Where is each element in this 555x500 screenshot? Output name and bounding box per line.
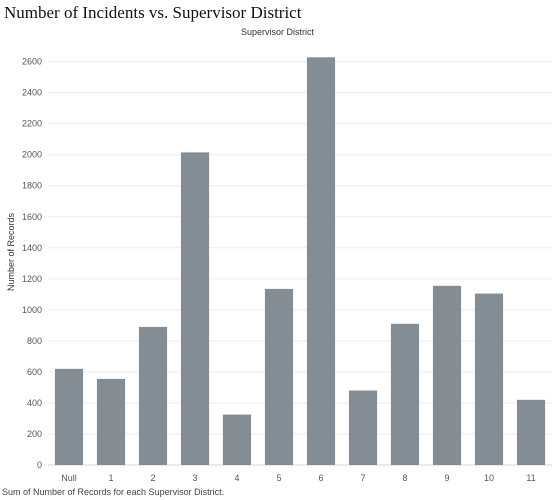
chart-caption: Sum of Number of Records for each Superv… <box>2 487 225 497</box>
bar <box>138 326 168 465</box>
x-tick-label: 8 <box>402 473 407 483</box>
y-tick-label: 1000 <box>22 305 42 315</box>
gridlines <box>48 61 552 466</box>
x-tick-label: 10 <box>484 473 494 483</box>
y-tick-label: 800 <box>27 336 42 346</box>
y-tick-label: 2000 <box>22 150 42 160</box>
y-tick-label: 200 <box>27 429 42 439</box>
y-tick-label: 1200 <box>22 274 42 284</box>
y-tick-label: 2400 <box>22 88 42 98</box>
chart-title: Number of Incidents vs. Supervisor Distr… <box>4 3 302 22</box>
x-tick-label: 2 <box>150 473 155 483</box>
bar <box>432 285 462 465</box>
bar <box>264 288 294 465</box>
y-tick-label: 2200 <box>22 119 42 129</box>
bar <box>96 378 126 465</box>
x-tick-label: 11 <box>526 473 535 483</box>
bar <box>306 57 336 465</box>
x-tick-label: 6 <box>318 473 323 483</box>
y-tick-label: 1800 <box>22 181 42 191</box>
x-tick-label: 3 <box>192 473 197 483</box>
y-tick-label: 400 <box>27 398 42 408</box>
bar <box>180 152 210 466</box>
bar <box>474 293 504 465</box>
x-axis-ticks: Null 1 2 3 4 5 6 7 8 9 10 11 <box>61 473 535 483</box>
y-tick-label: 600 <box>27 367 42 377</box>
x-tick-label: 1 <box>108 473 113 483</box>
y-tick-label: 1400 <box>22 243 42 253</box>
bar <box>390 323 420 465</box>
bars <box>54 57 546 466</box>
x-tick-label: 5 <box>276 473 281 483</box>
y-tick-label: 1600 <box>22 212 42 222</box>
bar <box>222 414 252 465</box>
x-tick-label: 4 <box>234 473 239 483</box>
x-tick-label: 7 <box>360 473 365 483</box>
bar <box>516 399 546 465</box>
y-tick-label: 2600 <box>22 57 42 67</box>
bar <box>348 390 378 465</box>
y-axis-ticks: 0 200 400 600 800 1000 1200 1400 1600 1800 2000 220… <box>22 57 42 470</box>
bar <box>54 368 84 465</box>
x-tick-label: 9 <box>444 473 449 483</box>
x-tick-label: Null <box>61 473 77 483</box>
y-tick-label: 0 <box>37 460 42 470</box>
column-header: Supervisor District <box>240 27 314 37</box>
y-axis-label: Number of Records <box>6 212 16 291</box>
